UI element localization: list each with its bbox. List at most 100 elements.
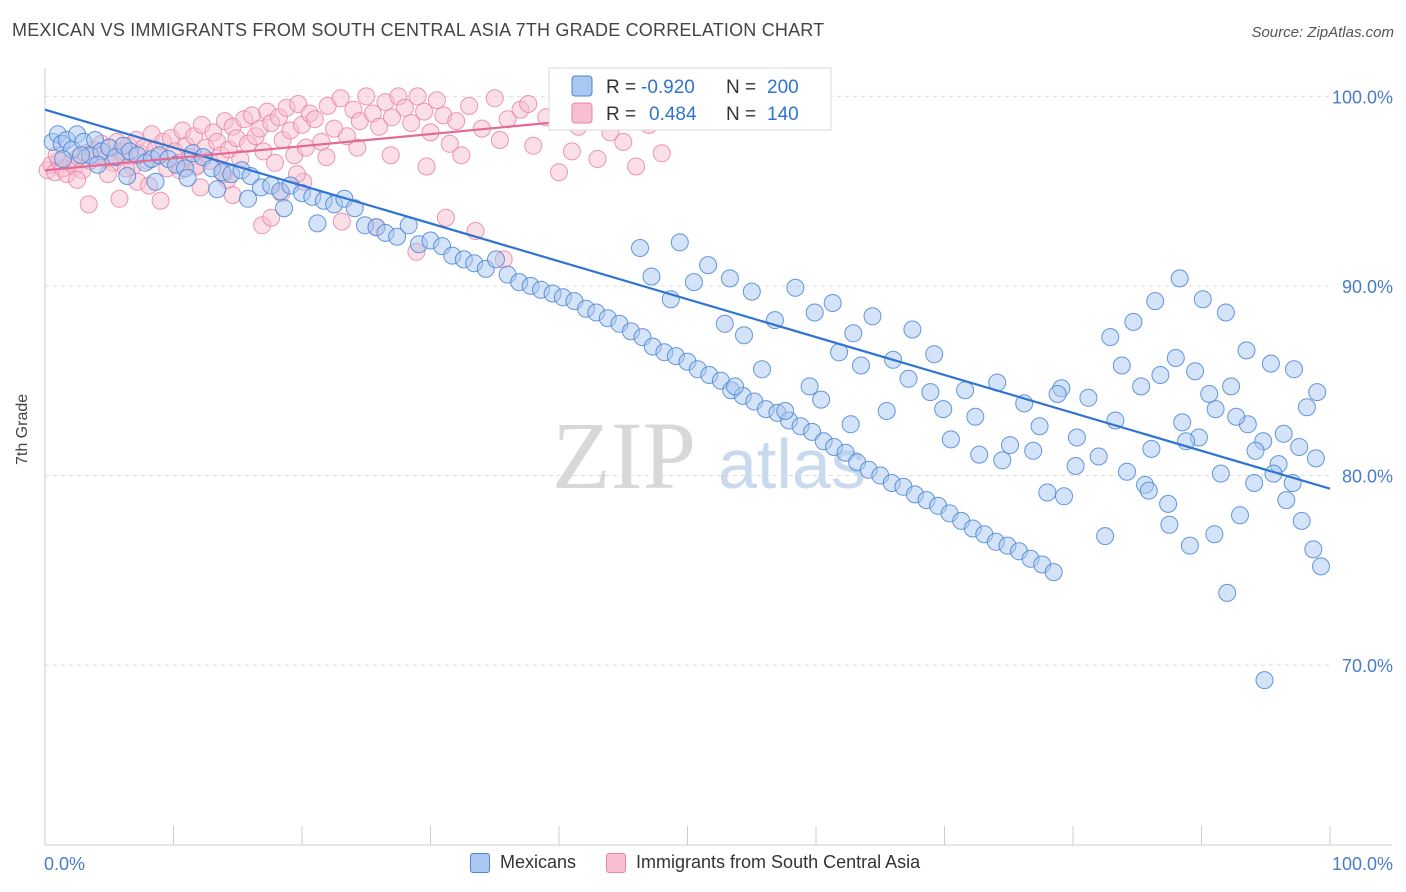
mexicans-point-148 — [1285, 360, 1303, 379]
correlation-legend: R = -0.920 N = 200 R = 0.484 N = 140 — [548, 67, 832, 131]
immigrants-point-83 — [395, 98, 414, 117]
mexicans-point-143 — [1170, 269, 1189, 288]
legend-r-label-1: R = — [606, 77, 636, 98]
immigrants-point-130 — [68, 170, 87, 189]
immigrants-point-113 — [151, 191, 170, 210]
mexicans-point-206 — [208, 180, 227, 199]
mexicans-point-179 — [1255, 671, 1274, 690]
mexicans-point-195 — [742, 282, 761, 301]
mexicans-point-108 — [800, 377, 819, 396]
immigrants-point-85 — [408, 87, 427, 106]
mexicans-point-142 — [1146, 292, 1165, 311]
y-tick-label-2: 80.0% — [1342, 466, 1393, 486]
legend-swatch-immigrants-bottom — [606, 852, 627, 873]
mexicans-point-102 — [642, 267, 661, 286]
mexicans-point-186 — [925, 345, 944, 364]
immigrants-point-70 — [312, 132, 331, 151]
mexicans-point-207 — [239, 189, 257, 208]
immigrants-point-102 — [588, 150, 607, 168]
immigrants-point-86 — [415, 102, 434, 121]
immigrants-point-104 — [614, 132, 633, 151]
axes — [44, 68, 1392, 846]
tick-labels: 100.0% 90.0% 80.0% 70.0% 0.0% 100.0% — [44, 87, 1393, 874]
mexicans-point-152 — [1079, 388, 1098, 407]
legend-n-label-2: N = — [726, 104, 756, 125]
chart-title: MEXICAN VS IMMIGRANTS FROM SOUTH CENTRAL… — [12, 20, 825, 40]
immigrants-point-125 — [262, 208, 281, 227]
immigrants-point-92 — [460, 96, 479, 115]
mexicans-point-130 — [1159, 494, 1178, 513]
immigrants-point-140 — [490, 131, 509, 149]
mexicans-point-196 — [720, 269, 739, 288]
mexicans-point-155 — [1151, 366, 1170, 384]
mexicans-point-187 — [903, 320, 922, 339]
mexicans-point-110 — [841, 415, 860, 434]
mexicans-point-185 — [956, 381, 975, 400]
mexicans-point-145 — [1216, 303, 1235, 322]
mexicans-point-171 — [1139, 481, 1158, 500]
mexicans-point-50 — [487, 250, 505, 269]
mexicans-point-117 — [941, 430, 960, 449]
mexicans-point-99 — [1044, 563, 1063, 582]
legend-label-immigrants: Immigrants from South Central Asia — [636, 852, 921, 872]
immigrants-point-115 — [223, 186, 242, 204]
mexicans-point-100 — [684, 273, 703, 292]
immigrants-point-81 — [383, 108, 401, 127]
mexicans-point-169 — [1160, 515, 1179, 534]
immigrants-point-136 — [348, 138, 367, 157]
x-tick-label-1: 100.0% — [1332, 854, 1393, 874]
immigrants-point-122 — [436, 208, 455, 227]
legend-n-value-1: 200 — [767, 77, 799, 98]
mexicans-point-123 — [1055, 487, 1073, 506]
mexicans-point-165 — [1312, 557, 1330, 576]
mexicans-point-131 — [1173, 413, 1192, 432]
mexicans-point-112 — [852, 356, 870, 375]
mexicans-point-160 — [1246, 441, 1265, 460]
mexicans-point-205 — [178, 168, 197, 187]
source-label: Source: ZipAtlas.com — [1251, 24, 1394, 41]
mexicans-point-129 — [1142, 439, 1161, 458]
mexicans-point-197 — [699, 256, 718, 275]
mexicans-point-200 — [54, 150, 72, 168]
mexicans-point-178 — [1218, 583, 1237, 602]
mexicans-point-139 — [1297, 398, 1316, 417]
mexicans-point-120 — [1001, 436, 1019, 455]
mexicans-point-127 — [1118, 462, 1136, 481]
immigrants-point-65 — [289, 95, 308, 113]
mexicans-point-115 — [921, 383, 940, 402]
watermark-zip: ZIP — [552, 402, 696, 509]
legend-item-immigrants: Immigrants from South Central Asia — [606, 852, 920, 873]
y-tick-label-0: 100.0% — [1332, 87, 1393, 107]
immigrants-point-111 — [110, 189, 129, 208]
mexicans-point-193 — [786, 278, 805, 297]
mexicans-point-147 — [1261, 354, 1280, 373]
immigrants-point-135 — [317, 148, 336, 167]
immigrants-point-110 — [79, 195, 98, 214]
immigrants-point-119 — [332, 212, 351, 231]
immigrants-point-97 — [524, 136, 543, 155]
immigrants-point-94 — [485, 89, 504, 108]
mexicans-point-41 — [388, 227, 407, 246]
immigrants-point-90 — [440, 134, 459, 153]
immigrants-point-67 — [296, 138, 315, 157]
mexicans-point-176 — [1306, 449, 1325, 468]
immigrants-point-77 — [357, 87, 376, 106]
mexicans-point-189 — [863, 307, 882, 326]
mexicans-point-144 — [1193, 290, 1212, 309]
immigrants-point-69 — [305, 110, 324, 129]
immigrants-point-91 — [447, 112, 466, 131]
mexicans-point-162 — [1277, 491, 1296, 510]
watermark: ZIP atlas — [552, 402, 866, 509]
mexicans-point-208 — [275, 199, 293, 218]
mexicans-point-154 — [1132, 377, 1151, 396]
mexicans-point-164 — [1304, 540, 1323, 559]
immigrants-point-139 — [452, 146, 471, 165]
mexicans-point-167 — [1205, 525, 1224, 544]
legend-n-value-2: 140 — [767, 104, 799, 125]
immigrants-point-105 — [627, 157, 646, 176]
mexicans-point-204 — [146, 172, 165, 191]
mexicans-point-140 — [1101, 328, 1120, 347]
legend-n-label-1: N = — [726, 77, 756, 98]
mexicans-point-118 — [970, 445, 989, 464]
immigrants-point-84 — [402, 114, 421, 132]
